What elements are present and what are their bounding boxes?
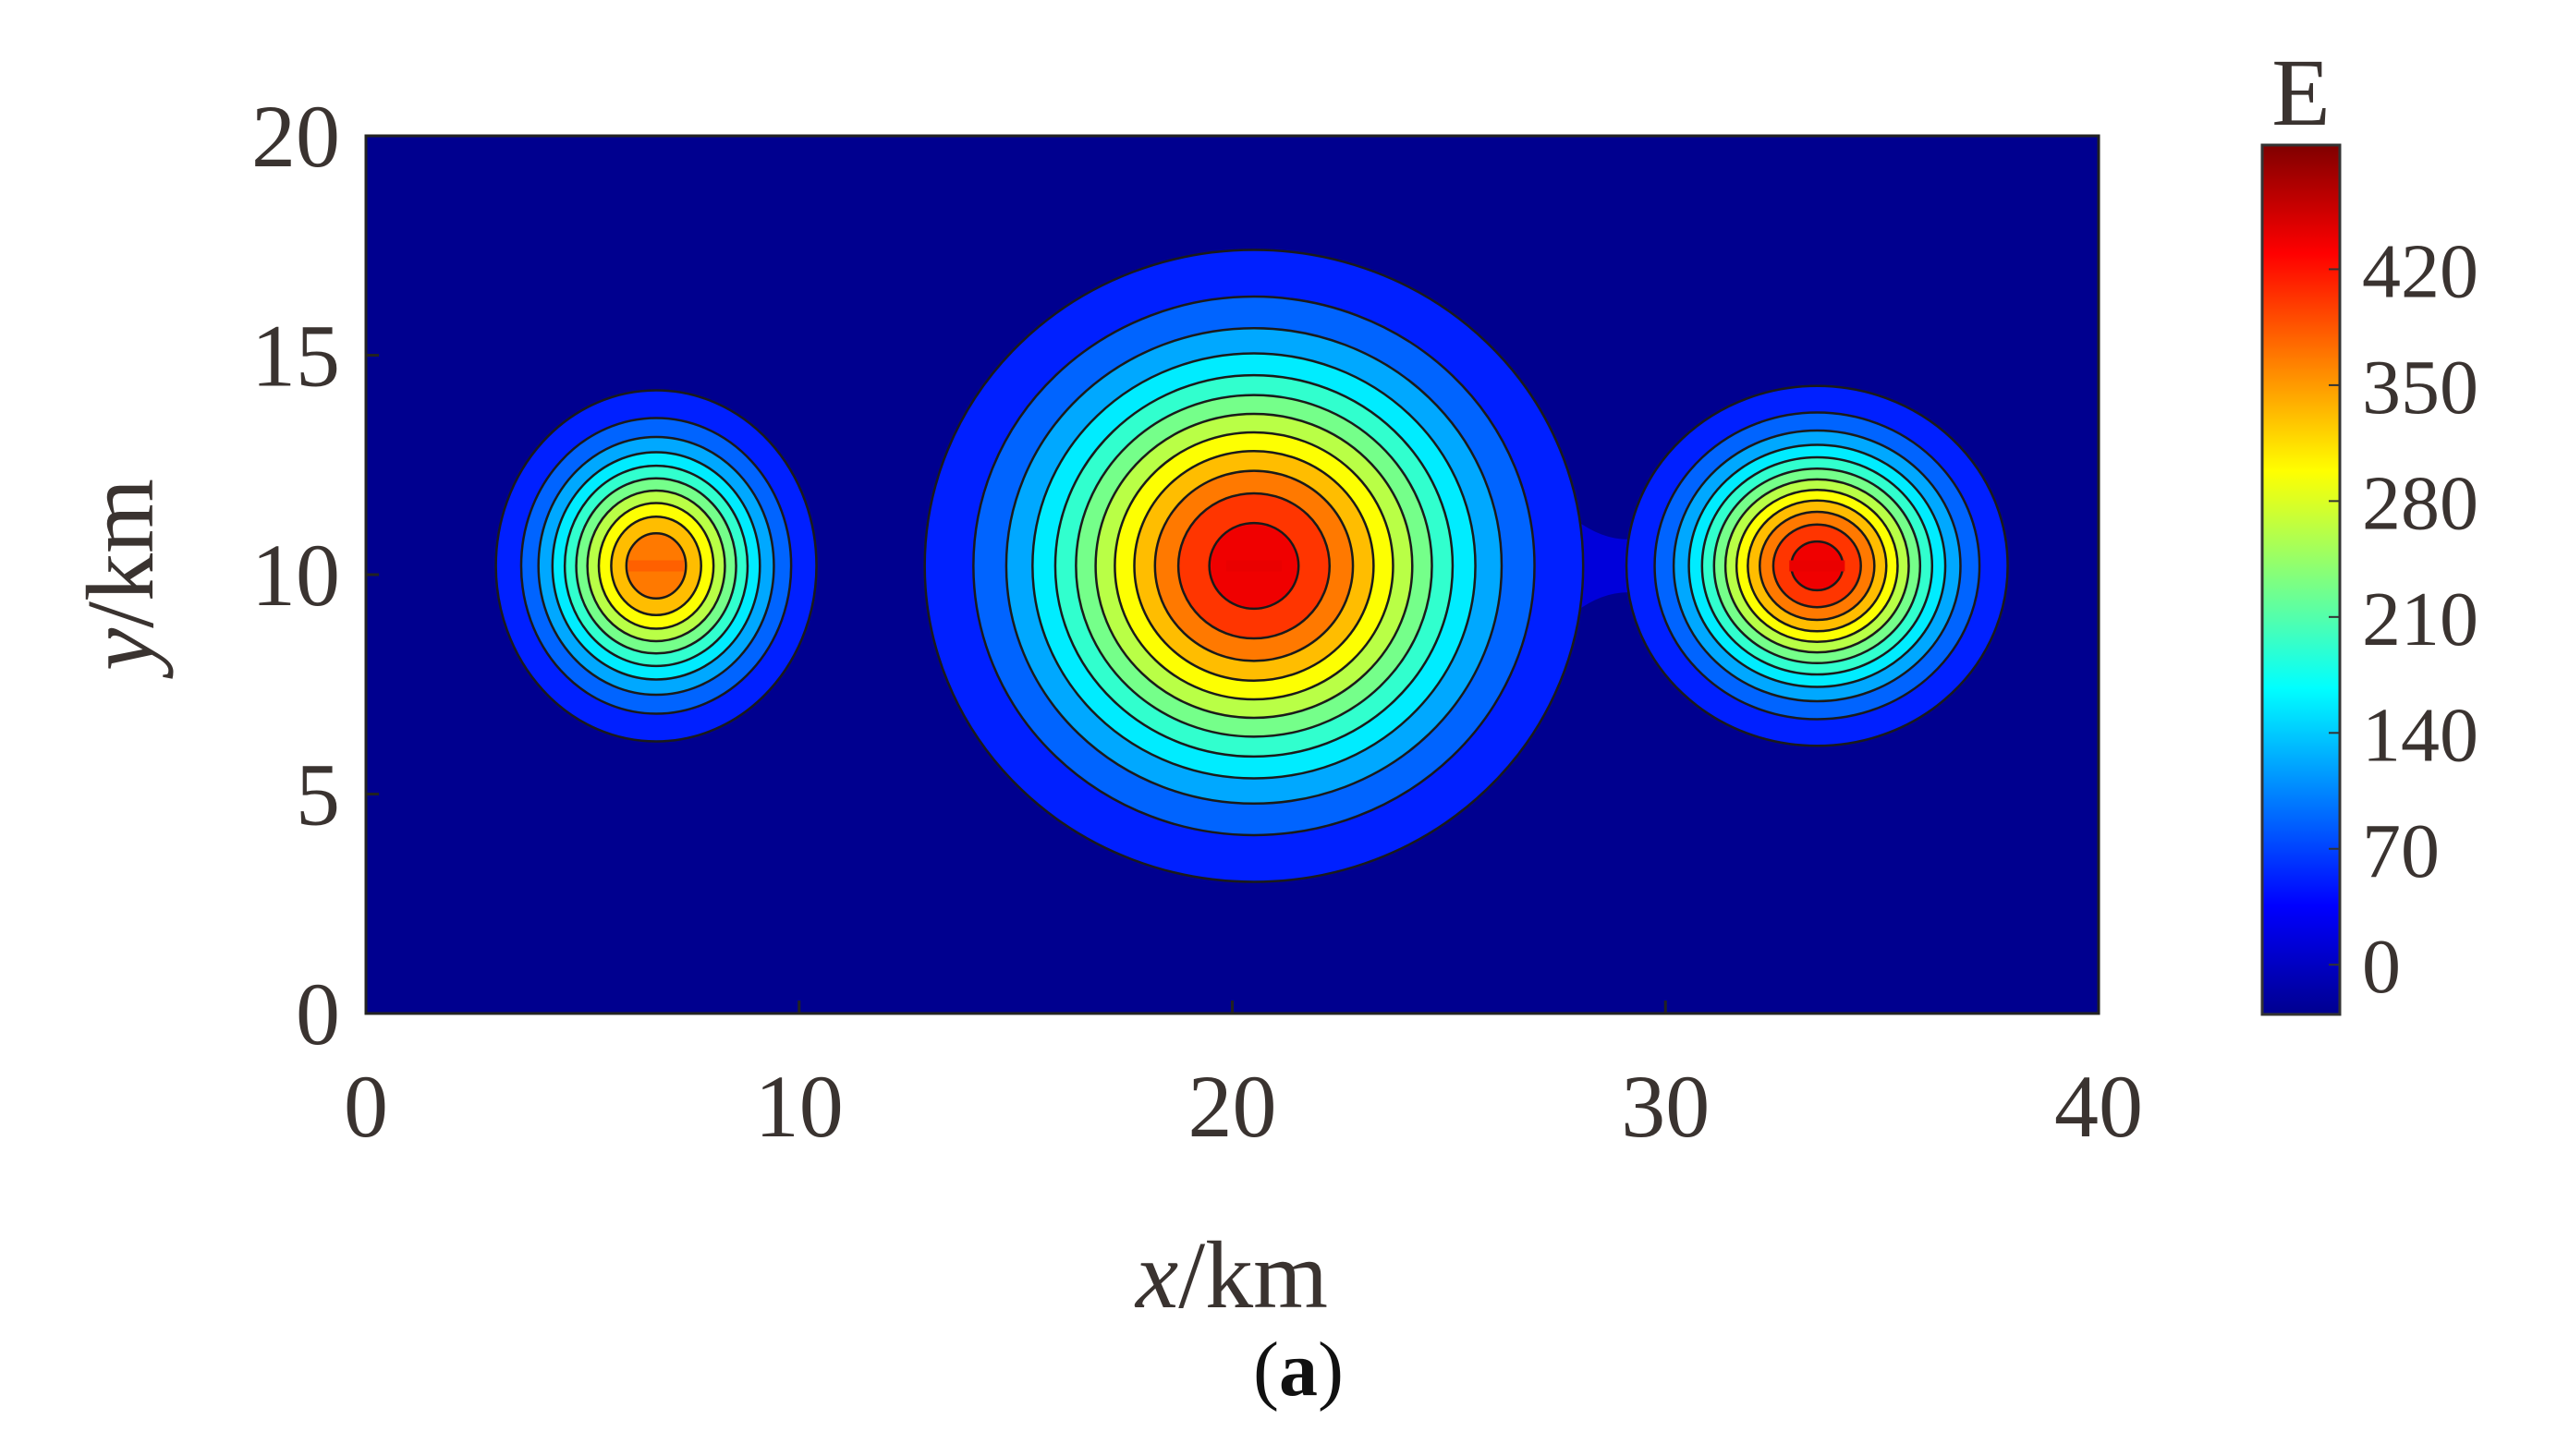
x-tick-label: 0	[344, 1057, 388, 1156]
contour-fill-layer	[494, 249, 2009, 883]
y-tick-label: 15	[251, 307, 340, 406]
colorbar-tick-label: 210	[2362, 576, 2478, 662]
x-axis-label: x/km	[1134, 1222, 1328, 1329]
colorbar-tick-label: 420	[2362, 228, 2478, 314]
x-tick-label: 20	[1188, 1057, 1277, 1156]
y-tick-label: 0	[296, 965, 340, 1063]
x-tick-label: 10	[755, 1057, 844, 1156]
y-tick-label: 20	[251, 87, 340, 186]
contour-peak-source-1	[628, 560, 685, 572]
x-tick-label: 30	[1621, 1057, 1710, 1156]
contour-peak-source-3	[1789, 560, 1845, 572]
x-tick-label: 40	[2054, 1057, 2143, 1156]
colorbar-tick-label: 350	[2362, 345, 2478, 431]
colorbar-scale	[2260, 143, 2342, 1016]
panel-label: (a)	[1253, 1327, 1344, 1413]
contour-peak-source-2	[1225, 560, 1282, 572]
x-axis: 0 10 20 30 40	[344, 1001, 2143, 1156]
y-tick-label: 10	[251, 526, 340, 625]
colorbar-tick-label: 0	[2362, 924, 2401, 1010]
y-axis: 0 5 10 15 20	[251, 87, 379, 1063]
colorbar-tick-label: 280	[2362, 460, 2478, 546]
plot-area	[364, 134, 2100, 1015]
colorbar: E 0 70 140 210 280 350 420	[2260, 40, 2478, 1016]
colorbar-tick-label: 140	[2362, 692, 2478, 778]
colorbar-title: E	[2271, 40, 2331, 146]
y-axis-label: y/km	[67, 479, 174, 679]
colorbar-ticks: 0 70 140 210 280 350 420	[2329, 228, 2478, 1010]
y-tick-label: 5	[296, 746, 340, 844]
colorbar-tick-label: 70	[2362, 808, 2440, 894]
